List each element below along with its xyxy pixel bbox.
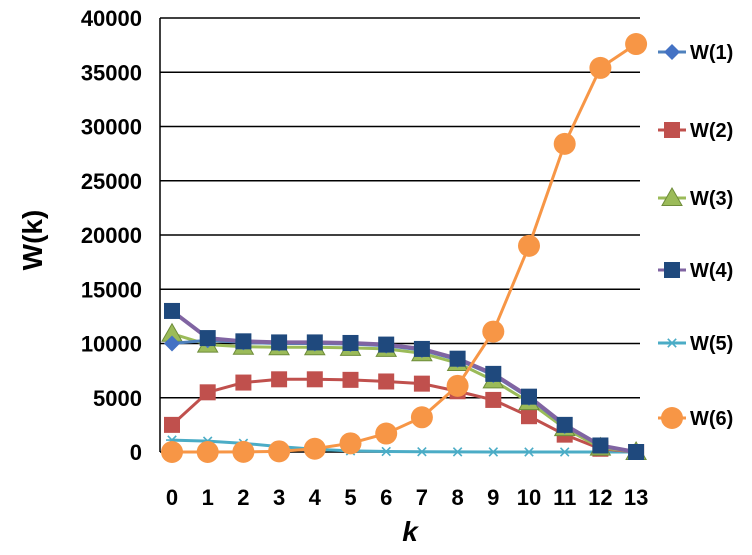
point	[485, 391, 502, 408]
legend-label: W(5)	[690, 333, 733, 355]
x-tick-label: 12	[588, 485, 612, 510]
point	[306, 334, 323, 351]
series-line	[172, 42, 637, 454]
x-tick-label: 1	[202, 485, 214, 510]
x-tick-label: 9	[487, 485, 499, 510]
point	[342, 334, 359, 351]
y-tick-label: 5000	[93, 386, 142, 411]
point	[306, 371, 323, 388]
point	[446, 374, 469, 397]
legend-item-W(1): W(1)	[658, 42, 733, 64]
point	[661, 186, 683, 206]
point	[413, 375, 430, 392]
x-axis-title: k	[402, 516, 419, 547]
y-tick-label: 20000	[81, 223, 142, 248]
point	[523, 447, 535, 457]
point	[303, 437, 326, 460]
x-tick-label: 2	[237, 485, 249, 510]
y-tick-label: 40000	[81, 6, 142, 31]
point	[449, 350, 466, 367]
point	[521, 388, 537, 405]
legend-item-W(2): W(2)	[658, 120, 733, 142]
point	[415, 447, 428, 457]
x-tick-label: 7	[416, 485, 428, 510]
point	[196, 441, 219, 463]
point	[378, 336, 395, 353]
point	[628, 444, 645, 460]
legend-item-W(3): W(3)	[658, 186, 733, 210]
y-tick-label: 10000	[81, 332, 142, 357]
point	[625, 33, 648, 56]
point	[199, 330, 216, 347]
point	[518, 234, 540, 257]
legend-label: W(2)	[690, 120, 733, 142]
x-tick-label: 5	[344, 485, 356, 510]
point	[521, 408, 537, 425]
point	[592, 437, 609, 454]
point	[268, 440, 291, 463]
point	[164, 335, 180, 352]
legend-label: W(3)	[690, 188, 733, 210]
legend-label: W(4)	[690, 260, 733, 282]
point	[271, 334, 288, 351]
y-tick-label: 0	[130, 440, 142, 465]
legend-label: W(6)	[690, 408, 733, 430]
x-tick-label: 3	[273, 485, 285, 510]
series-W(4)	[164, 302, 645, 460]
point	[451, 447, 464, 457]
point	[487, 447, 500, 457]
point	[271, 371, 288, 388]
legend-item-W(6): W(6)	[658, 407, 733, 430]
x-tick-label: 6	[380, 485, 392, 510]
y-axis-title: W(k)	[17, 210, 48, 271]
x-tick-label: 4	[309, 485, 322, 510]
point	[164, 416, 180, 433]
legend-label: W(1)	[690, 42, 733, 64]
series-W(6)	[161, 33, 648, 463]
point	[664, 44, 680, 60]
legend-item-W(4): W(4)	[658, 260, 733, 282]
point	[161, 441, 183, 463]
point	[235, 333, 252, 350]
x-tick-label: 10	[517, 485, 541, 510]
point	[375, 422, 398, 445]
point	[589, 56, 612, 79]
y-tick-label: 25000	[81, 169, 142, 194]
point	[235, 374, 252, 391]
point	[413, 340, 430, 357]
x-tick-label: 11	[553, 485, 576, 510]
point	[664, 262, 680, 278]
y-tick-label: 30000	[81, 115, 142, 140]
series	[161, 33, 648, 463]
point	[664, 122, 680, 138]
y-tick-label: 15000	[81, 277, 142, 302]
x-tick-label: 13	[624, 485, 648, 510]
point	[482, 320, 505, 343]
x-tick-label: 0	[166, 485, 178, 510]
point	[666, 338, 678, 348]
point	[661, 407, 683, 429]
axes: 0 5000 10000 15000 20000 25000 30000 35000 40000…	[81, 6, 649, 510]
point	[199, 384, 216, 401]
point	[164, 302, 180, 319]
point	[339, 432, 362, 455]
point	[410, 406, 433, 429]
point	[342, 371, 359, 388]
point	[485, 365, 502, 382]
legend: W(1) W(2) W(3) W(4) W(5) W(6)	[658, 42, 733, 430]
point	[378, 373, 395, 390]
point	[380, 446, 393, 457]
legend-item-W(5): W(5)	[658, 333, 733, 355]
point	[553, 132, 576, 155]
y-tick-label: 35000	[81, 60, 142, 85]
point	[558, 447, 571, 457]
point	[556, 416, 573, 433]
point	[232, 440, 255, 463]
x-tick-label: 8	[451, 485, 463, 510]
